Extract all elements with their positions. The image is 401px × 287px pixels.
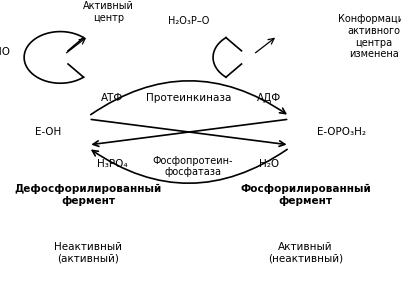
Text: НО: НО — [0, 47, 10, 57]
Text: АДФ: АДФ — [257, 93, 281, 102]
Text: Активный
центр: Активный центр — [83, 1, 134, 23]
Text: Фосфорилированный
фермент: Фосфорилированный фермент — [239, 184, 370, 206]
Text: Фосфопротеин-
фосфатаза: Фосфопротеин- фосфатаза — [152, 156, 233, 177]
Text: Конформация
активного
центра
изменена: Конформация активного центра изменена — [337, 14, 401, 59]
Text: Е-ОРО₃H₂: Е-ОРО₃H₂ — [316, 127, 365, 137]
Text: Протеинкиназа: Протеинкиназа — [146, 93, 231, 102]
Text: Активный
(неактивный): Активный (неактивный) — [267, 242, 342, 263]
Text: H₂O: H₂O — [259, 159, 279, 168]
Text: H₃PO₄: H₃PO₄ — [97, 159, 128, 168]
Text: Неактивный
(активный): Неактивный (активный) — [54, 242, 122, 263]
Text: Е-ОН: Е-ОН — [35, 127, 61, 137]
Text: Дефосфорилированный
фермент: Дефосфорилированный фермент — [15, 184, 162, 206]
Text: АТФ: АТФ — [101, 93, 124, 102]
Text: H₂O₃P–O: H₂O₃P–O — [167, 16, 209, 26]
